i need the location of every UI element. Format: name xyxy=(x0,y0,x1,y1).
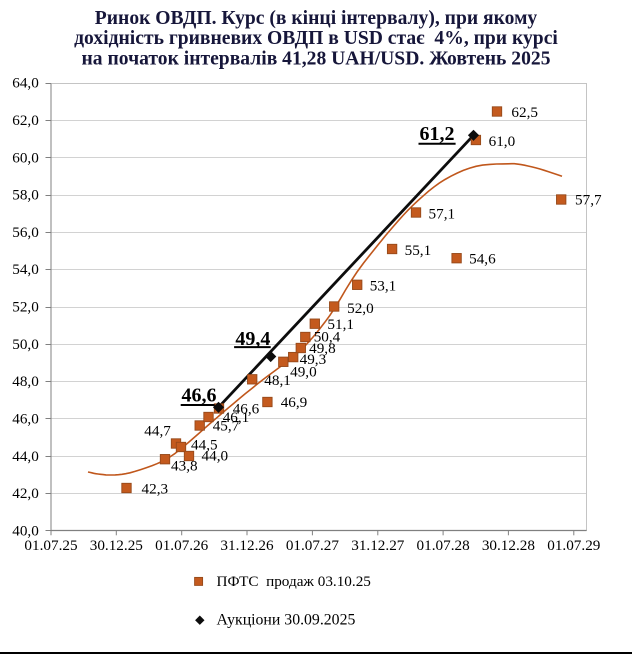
svg-text:64,0: 64,0 xyxy=(12,75,39,92)
svg-text:49,4: 49,4 xyxy=(235,328,270,350)
svg-text:46,6: 46,6 xyxy=(182,385,217,407)
svg-text:49,3: 49,3 xyxy=(300,351,327,368)
svg-text:54,0: 54,0 xyxy=(12,261,39,278)
svg-text:44,0: 44,0 xyxy=(202,447,229,464)
svg-text:52,0: 52,0 xyxy=(347,300,374,317)
svg-text:52,0: 52,0 xyxy=(12,299,39,316)
svg-text:30.12.28: 30.12.28 xyxy=(482,537,536,554)
svg-text:58,0: 58,0 xyxy=(12,187,39,204)
svg-text:30.12.25: 30.12.25 xyxy=(90,537,143,554)
svg-text:61,0: 61,0 xyxy=(489,133,516,150)
svg-text:ПФТС продаж 03.10.25: ПФТС продаж 03.10.25 xyxy=(217,573,371,590)
svg-text:42,3: 42,3 xyxy=(142,480,169,497)
svg-text:01.07.27: 01.07.27 xyxy=(286,537,340,554)
svg-text:на початок інтервалів 41,28 UA: на початок інтервалів 41,28 UAH/USD. Жов… xyxy=(82,49,551,70)
svg-text:49,8: 49,8 xyxy=(309,340,336,357)
svg-text:01.07.28: 01.07.28 xyxy=(417,537,471,554)
svg-text:57,7: 57,7 xyxy=(575,191,602,208)
svg-text:62,0: 62,0 xyxy=(12,112,39,129)
svg-text:51,1: 51,1 xyxy=(327,316,354,333)
svg-text:44,0: 44,0 xyxy=(12,448,39,465)
svg-text:62,5: 62,5 xyxy=(511,104,538,121)
svg-text:01.07.26: 01.07.26 xyxy=(155,537,209,554)
svg-text:46,0: 46,0 xyxy=(12,411,39,428)
svg-text:01.07.29: 01.07.29 xyxy=(547,537,600,554)
svg-text:40,0: 40,0 xyxy=(12,522,39,539)
svg-text:50,0: 50,0 xyxy=(12,336,39,353)
svg-text:57,1: 57,1 xyxy=(429,205,456,222)
svg-text:дохідність гривневих ОВДП в US: дохідність гривневих ОВДП в USD стає 4%,… xyxy=(74,28,558,49)
svg-text:31.12.27: 31.12.27 xyxy=(351,537,405,554)
svg-text:48,0: 48,0 xyxy=(12,373,39,390)
svg-text:46,9: 46,9 xyxy=(281,394,308,411)
svg-text:01.07.25: 01.07.25 xyxy=(24,537,77,554)
svg-text:Аукціони 30.09.2025: Аукціони 30.09.2025 xyxy=(217,611,356,628)
svg-text:44,7: 44,7 xyxy=(144,422,171,439)
svg-text:50,4: 50,4 xyxy=(314,329,341,346)
svg-text:48,1: 48,1 xyxy=(264,372,291,389)
svg-text:46,1: 46,1 xyxy=(223,409,250,426)
svg-text:31.12.26: 31.12.26 xyxy=(220,537,274,554)
svg-text:53,1: 53,1 xyxy=(370,277,397,294)
svg-text:46,6: 46,6 xyxy=(233,401,260,418)
svg-text:43,8: 43,8 xyxy=(171,457,198,474)
svg-text:55,1: 55,1 xyxy=(405,242,432,259)
svg-text:54,6: 54,6 xyxy=(469,250,496,267)
svg-text:42,0: 42,0 xyxy=(12,485,39,502)
svg-text:61,2: 61,2 xyxy=(420,123,455,145)
svg-text:56,0: 56,0 xyxy=(12,224,39,241)
svg-text:Ринок ОВДП. Курс (в кінці інте: Ринок ОВДП. Курс (в кінці інтервалу), пр… xyxy=(95,8,538,29)
svg-text:49,0: 49,0 xyxy=(290,363,317,380)
svg-text:60,0: 60,0 xyxy=(12,149,39,166)
svg-text:44,5: 44,5 xyxy=(191,436,218,453)
svg-text:45,7: 45,7 xyxy=(213,417,240,434)
